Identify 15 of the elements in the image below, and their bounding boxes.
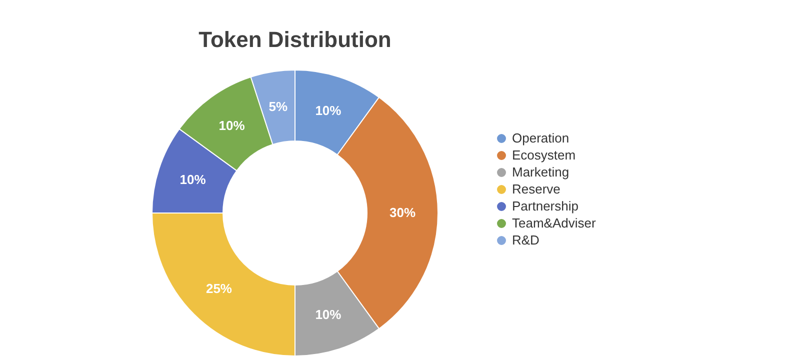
data-label: 5%: [268, 98, 288, 114]
legend-label: Operation: [512, 130, 570, 146]
legend-label: Marketing: [512, 164, 570, 180]
legend-label: Ecosystem: [512, 148, 576, 162]
data-label: 10%: [180, 172, 206, 187]
data-label: 10%: [315, 102, 342, 118]
legend-label: Reserve: [512, 182, 560, 196]
chart-title: Token Distribution: [198, 27, 392, 52]
legend-label: Team&Adviser: [512, 216, 596, 230]
data-label: 10%: [218, 118, 246, 134]
legend-label: R&D: [512, 232, 540, 248]
data-label: 10%: [315, 307, 342, 322]
data-label: 25%: [206, 281, 232, 296]
legend-label: Partnership: [512, 198, 578, 214]
data-label: 30%: [389, 205, 416, 220]
